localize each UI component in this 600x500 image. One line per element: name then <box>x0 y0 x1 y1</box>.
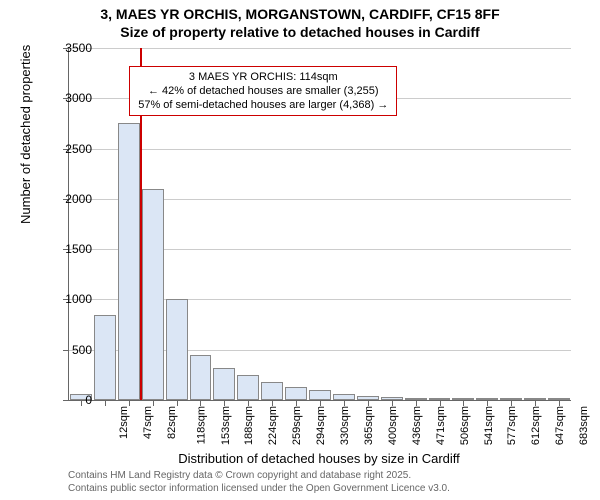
x-tick-label: 82sqm <box>166 406 178 439</box>
histogram-bar <box>309 390 331 400</box>
grid-line <box>69 149 571 150</box>
chart-title-line2: Size of property relative to detached ho… <box>0 24 600 40</box>
x-tick <box>105 400 106 406</box>
grid-line <box>69 48 571 49</box>
x-tick-label: 400sqm <box>387 406 399 445</box>
y-tick-label: 1000 <box>65 292 92 306</box>
histogram-bar <box>94 315 116 400</box>
x-tick-label: 188sqm <box>244 406 256 445</box>
x-tick-label: 224sqm <box>268 406 280 445</box>
x-tick-label: 436sqm <box>411 406 423 445</box>
x-tick-label: 506sqm <box>459 406 471 445</box>
histogram-bar <box>118 123 140 400</box>
histogram-bar <box>190 355 212 400</box>
footer-line2: Contains public sector information licen… <box>68 483 450 494</box>
x-tick-label: 365sqm <box>363 406 375 445</box>
x-tick-label: 294sqm <box>315 406 327 445</box>
y-tick-label: 3500 <box>65 41 92 55</box>
histogram-bar <box>213 368 235 400</box>
y-tick-label: 1500 <box>65 242 92 256</box>
chart-container: 3, MAES YR ORCHIS, MORGANSTOWN, CARDIFF,… <box>0 0 600 500</box>
x-tick-label: 153sqm <box>220 406 232 445</box>
x-tick-label: 647sqm <box>554 406 566 445</box>
y-tick-label: 500 <box>72 343 92 357</box>
y-tick <box>63 350 69 351</box>
x-tick-label: 12sqm <box>118 406 130 439</box>
x-tick-label: 683sqm <box>578 406 590 445</box>
histogram-bar <box>285 387 307 400</box>
histogram-bar <box>166 299 188 400</box>
annotation-line: ← 42% of detached houses are smaller (3,… <box>138 84 388 98</box>
x-tick-label: 541sqm <box>483 406 495 445</box>
histogram-bar <box>237 375 259 400</box>
x-tick-label: 330sqm <box>339 406 351 445</box>
x-tick <box>81 400 82 406</box>
y-tick-label: 3000 <box>65 91 92 105</box>
x-tick-label: 259sqm <box>291 406 303 445</box>
histogram-bar <box>261 382 283 400</box>
plot-area: 3 MAES YR ORCHIS: 114sqm← 42% of detache… <box>68 48 571 401</box>
y-axis-title: Number of detached properties <box>18 45 33 224</box>
annotation-line: 3 MAES YR ORCHIS: 114sqm <box>138 70 388 84</box>
x-tick-label: 47sqm <box>142 406 154 439</box>
x-axis-title: Distribution of detached houses by size … <box>68 451 570 466</box>
x-tick-label: 577sqm <box>507 406 519 445</box>
annotation-line: 57% of semi-detached houses are larger (… <box>138 98 388 112</box>
chart-title-line1: 3, MAES YR ORCHIS, MORGANSTOWN, CARDIFF,… <box>0 6 600 22</box>
y-tick-label: 2500 <box>65 142 92 156</box>
y-tick-label: 2000 <box>65 192 92 206</box>
y-tick-label: 0 <box>85 393 92 407</box>
y-tick <box>63 400 69 401</box>
x-tick-label: 612sqm <box>530 406 542 445</box>
x-tick-label: 471sqm <box>435 406 447 445</box>
histogram-bar <box>142 189 164 400</box>
annotation-box: 3 MAES YR ORCHIS: 114sqm← 42% of detache… <box>129 66 397 117</box>
footer-line1: Contains HM Land Registry data © Crown c… <box>68 470 411 481</box>
x-tick-label: 118sqm <box>195 406 207 444</box>
